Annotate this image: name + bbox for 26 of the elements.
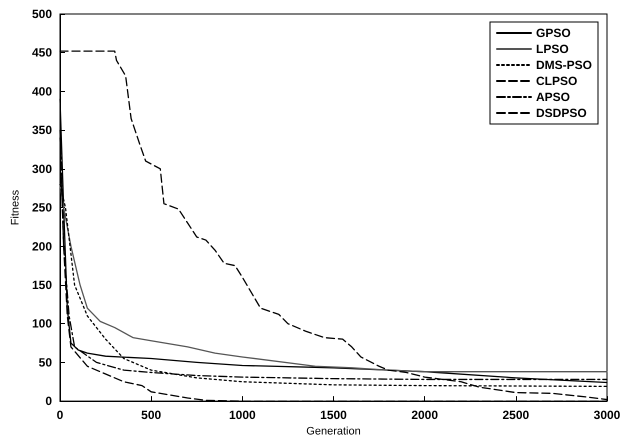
y-tick-label: 500 xyxy=(32,7,52,21)
legend-label: CLPSO xyxy=(536,74,578,88)
y-tick-label: 400 xyxy=(32,84,52,98)
legend-label: APSO xyxy=(536,90,570,104)
x-axis-title: Generation xyxy=(306,426,361,438)
legend-label: GPSO xyxy=(536,26,571,40)
legend-label: DSDPSO xyxy=(536,106,587,120)
y-axis-title: Fitness xyxy=(10,189,22,226)
x-tick-label: 500 xyxy=(141,408,162,422)
y-tick-label: 100 xyxy=(32,316,52,331)
y-tick-label: 450 xyxy=(32,46,52,60)
y-tick-label: 150 xyxy=(32,278,52,292)
x-tick-label: 3000 xyxy=(594,408,621,422)
y-tick-label: 50 xyxy=(38,355,52,370)
y-tick-label: 0 xyxy=(45,394,52,408)
x-tick-label: 1000 xyxy=(228,408,256,422)
y-tick-label: 300 xyxy=(32,162,52,176)
x-tick-label: 0 xyxy=(56,408,64,422)
legend-label: LPSO xyxy=(536,42,569,56)
y-tick-label: 200 xyxy=(32,239,52,254)
y-tick-label: 250 xyxy=(32,200,52,215)
x-tick-label: 2500 xyxy=(502,408,530,422)
legend-label: DMS-PSO xyxy=(536,58,592,72)
x-tick-label: 2000 xyxy=(411,408,438,422)
y-tick-label: 350 xyxy=(32,123,52,138)
x-tick-label: 1500 xyxy=(320,408,348,422)
